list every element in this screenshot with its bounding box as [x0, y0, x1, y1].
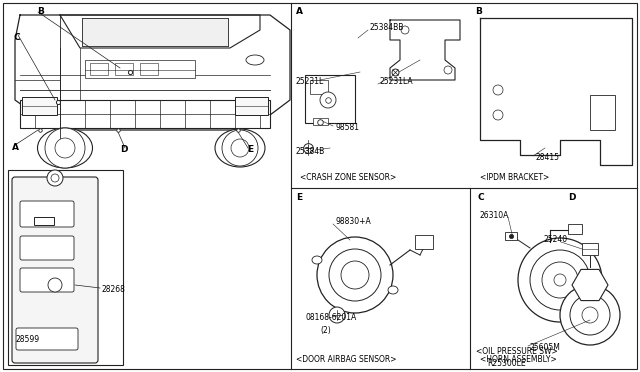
Text: A: A: [12, 144, 19, 153]
Circle shape: [582, 307, 598, 323]
Circle shape: [317, 237, 393, 313]
Text: 25384BB: 25384BB: [370, 23, 404, 32]
Bar: [20, 100, 270, 128]
Ellipse shape: [246, 55, 264, 65]
Text: D: D: [568, 193, 575, 202]
Bar: [568, 224, 582, 234]
Circle shape: [329, 307, 345, 323]
Circle shape: [570, 295, 610, 335]
Bar: [90, 63, 108, 75]
Text: 28268: 28268: [102, 285, 126, 295]
Ellipse shape: [215, 129, 265, 167]
Bar: [140, 63, 158, 75]
Bar: [313, 118, 328, 125]
Ellipse shape: [388, 286, 398, 294]
Text: 98581: 98581: [335, 124, 359, 132]
Text: 08168-6201A: 08168-6201A: [305, 314, 356, 323]
Text: A: A: [296, 7, 303, 16]
Text: 25231LA: 25231LA: [380, 77, 413, 87]
Text: 25231L: 25231L: [296, 77, 324, 87]
Ellipse shape: [38, 128, 93, 168]
Bar: [85, 60, 195, 78]
Text: 98830+A: 98830+A: [335, 218, 371, 227]
Circle shape: [444, 66, 452, 74]
Circle shape: [329, 249, 381, 301]
Text: <CRASH ZONE SENSOR>: <CRASH ZONE SENSOR>: [300, 173, 396, 183]
Circle shape: [560, 285, 620, 345]
Text: 26310A: 26310A: [480, 211, 509, 219]
Text: 25605M: 25605M: [530, 343, 561, 353]
Circle shape: [51, 174, 59, 182]
Text: <HORN ASSEMBLY>: <HORN ASSEMBLY>: [480, 356, 557, 365]
Ellipse shape: [312, 256, 322, 264]
Circle shape: [231, 139, 249, 157]
Bar: [22, 97, 57, 115]
Bar: [115, 63, 133, 75]
FancyBboxPatch shape: [20, 236, 74, 260]
Text: <OIL PRESSURE SW>: <OIL PRESSURE SW>: [476, 347, 557, 356]
Bar: [590, 95, 615, 130]
Text: C: C: [13, 32, 20, 42]
Text: <DOOR AIRBAG SENSOR>: <DOOR AIRBAG SENSOR>: [296, 356, 397, 365]
Circle shape: [47, 170, 63, 186]
Bar: [82, 18, 228, 46]
Bar: [235, 97, 268, 115]
Circle shape: [320, 92, 336, 108]
Text: B: B: [37, 7, 44, 16]
Bar: [310, 80, 328, 94]
FancyBboxPatch shape: [20, 268, 74, 292]
Circle shape: [341, 261, 369, 289]
Text: <IPDM BRACKET>: <IPDM BRACKET>: [480, 173, 549, 183]
Text: 25384B: 25384B: [296, 148, 325, 157]
Circle shape: [48, 278, 62, 292]
Text: 25240: 25240: [543, 235, 567, 244]
Text: E: E: [296, 193, 302, 202]
Circle shape: [554, 274, 566, 286]
Text: R25300LE: R25300LE: [487, 359, 525, 368]
Circle shape: [45, 128, 85, 168]
Bar: [305, 75, 355, 123]
Text: B: B: [475, 7, 482, 16]
Text: 28415: 28415: [535, 154, 559, 163]
Bar: [8, 170, 123, 365]
FancyBboxPatch shape: [16, 328, 78, 350]
Text: 28599: 28599: [15, 336, 39, 344]
Bar: [505, 232, 517, 240]
Circle shape: [542, 262, 578, 298]
Circle shape: [401, 26, 409, 34]
FancyBboxPatch shape: [12, 177, 98, 363]
Text: C: C: [478, 193, 484, 202]
Bar: [582, 243, 598, 255]
Circle shape: [493, 110, 503, 120]
Circle shape: [582, 277, 598, 293]
Circle shape: [493, 85, 503, 95]
Bar: [415, 235, 433, 249]
Text: D: D: [120, 145, 127, 154]
Text: E: E: [247, 145, 253, 154]
Circle shape: [222, 130, 258, 166]
Text: (2): (2): [320, 326, 331, 334]
Circle shape: [530, 250, 590, 310]
Circle shape: [55, 138, 75, 158]
Bar: [34, 217, 54, 225]
FancyBboxPatch shape: [20, 201, 74, 227]
Circle shape: [518, 238, 602, 322]
